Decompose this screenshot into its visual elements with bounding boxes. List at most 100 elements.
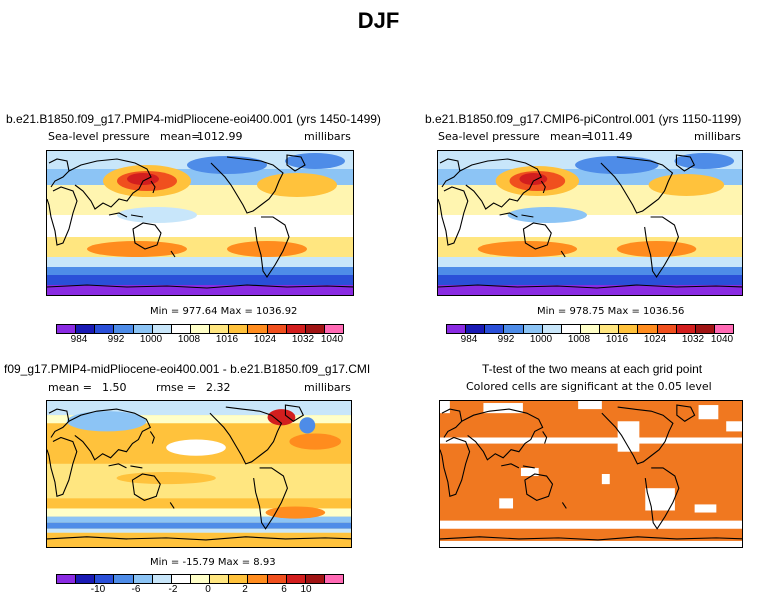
panel3-title: f09_g17.PMIP4-midPliocene-eoi400.001 - b…	[4, 362, 370, 376]
colorbar-swatch	[133, 325, 153, 333]
colorbar-swatch	[76, 325, 96, 333]
colorbar-swatch	[305, 575, 325, 583]
tick-label: 992	[497, 334, 515, 345]
tick-label: 1000	[139, 334, 163, 345]
colorbar-swatch	[114, 575, 134, 583]
tick-label: 992	[107, 334, 125, 345]
panel1-var-label: Sea-level pressure	[48, 130, 150, 143]
tick-label: 1024	[643, 334, 667, 345]
panel3-rmse-value: 2.32	[206, 381, 231, 394]
colorbar-swatch	[229, 325, 249, 333]
tick-label: 1016	[215, 334, 239, 345]
tick-label: 1016	[605, 334, 629, 345]
tick-label: 1024	[253, 334, 277, 345]
colorbar-swatch	[210, 325, 230, 333]
panel2-mean-value: 1011.49	[587, 130, 633, 143]
panel4-map	[439, 400, 743, 548]
panel2-title: b.e21.B1850.f09_g17.CMIP6-piControl.001 …	[425, 112, 742, 126]
colorbar-abs-right-ticks: 984 992 1000 1008 1016 1024 1032 1040	[446, 334, 734, 346]
colorbar-swatch	[286, 575, 306, 583]
colorbar-abs-left-ticks: 984 992 1000 1008 1016 1024 1032 1040	[56, 334, 344, 346]
colorbar-abs-right	[446, 324, 734, 334]
colorbar-swatch	[152, 325, 172, 333]
panel3-mean-value: 1.50	[102, 381, 127, 394]
colorbar-swatch	[114, 325, 134, 333]
panel3-map	[46, 400, 352, 548]
colorbar-swatch	[190, 575, 211, 583]
colorbar-swatch	[714, 325, 734, 333]
tick-label: 1008	[177, 334, 201, 345]
colorbar-swatch	[305, 325, 325, 333]
colorbar-swatch	[580, 325, 601, 333]
tick-label: 1040	[710, 334, 734, 345]
panel3-mean-label: mean =	[48, 381, 92, 394]
colorbar-swatch	[447, 325, 467, 333]
panel3-rmse-label: rmse =	[156, 381, 197, 394]
tick-label: -2	[168, 584, 178, 595]
tick-label: 1032	[681, 334, 705, 345]
panel1-minmax: Min = 977.64 Max = 1036.92	[150, 306, 298, 317]
panel4-title: T-test of the two means at each grid poi…	[482, 362, 703, 376]
colorbar-swatch	[286, 325, 306, 333]
panel2-units: millibars	[694, 130, 741, 143]
colorbar-swatch	[504, 325, 524, 333]
tick-label: 1008	[567, 334, 591, 345]
colorbar-swatch	[485, 325, 505, 333]
panel2-minmax: Min = 978.75 Max = 1036.56	[537, 306, 685, 317]
panel1-mean-label: mean=	[160, 130, 201, 143]
colorbar-swatch	[638, 325, 658, 333]
colorbar-swatch	[267, 325, 287, 333]
colorbar-swatch	[57, 325, 77, 333]
colorbar-swatch	[676, 325, 696, 333]
tick-label: 984	[460, 334, 478, 345]
tick-label: -6	[131, 584, 141, 595]
colorbar-swatch	[324, 575, 344, 583]
colorbar-swatch	[171, 325, 191, 333]
tick-label: 10	[300, 584, 312, 595]
colorbar-swatch	[600, 325, 620, 333]
colorbar-swatch	[229, 575, 249, 583]
colorbar-swatch	[76, 575, 96, 583]
tick-label: 984	[70, 334, 88, 345]
panel3-units: millibars	[304, 381, 351, 394]
tick-label: -10	[90, 584, 106, 595]
colorbar-swatch	[466, 325, 486, 333]
colorbar-swatch	[657, 325, 677, 333]
colorbar-abs-left	[56, 324, 344, 334]
tick-label: 0	[205, 584, 211, 595]
colorbar-swatch	[210, 575, 230, 583]
colorbar-swatch	[95, 325, 115, 333]
panel1-mean-value: 1012.99	[197, 130, 243, 143]
page-title: DJF	[357, 8, 400, 33]
colorbar-diff	[56, 574, 344, 584]
tick-label: 6	[281, 584, 287, 595]
tick-label: 1000	[529, 334, 553, 345]
panel2-mean-label: mean=	[550, 130, 591, 143]
colorbar-swatch	[171, 575, 191, 583]
colorbar-swatch	[190, 325, 211, 333]
colorbar-swatch	[248, 325, 268, 333]
colorbar-swatch	[695, 325, 715, 333]
colorbar-swatch	[542, 325, 562, 333]
colorbar-swatch	[152, 575, 172, 583]
colorbar-swatch	[133, 575, 153, 583]
panel1-map	[46, 150, 354, 296]
panel4-subtitle: Colored cells are significant at the 0.0…	[466, 380, 712, 393]
colorbar-swatch	[523, 325, 543, 333]
colorbar-swatch	[95, 575, 115, 583]
colorbar-swatch	[248, 575, 268, 583]
tick-label: 1032	[291, 334, 315, 345]
colorbar-swatch	[324, 325, 344, 333]
panel2-map	[437, 150, 743, 296]
panel2-var-label: Sea-level pressure	[438, 130, 540, 143]
panel3-minmax: Min = -15.79 Max = 8.93	[150, 557, 276, 568]
tick-label: 2	[242, 584, 248, 595]
colorbar-swatch	[619, 325, 639, 333]
colorbar-swatch	[57, 575, 77, 583]
tick-label: 1040	[320, 334, 344, 345]
colorbar-swatch	[267, 575, 287, 583]
panel1-units: millibars	[304, 130, 351, 143]
colorbar-diff-ticks: -10 -6 -2 0 2 6 10	[56, 584, 342, 596]
panel1-title: b.e21.B1850.f09_g17.PMIP4-midPliocene-eo…	[6, 112, 381, 126]
colorbar-swatch	[561, 325, 581, 333]
